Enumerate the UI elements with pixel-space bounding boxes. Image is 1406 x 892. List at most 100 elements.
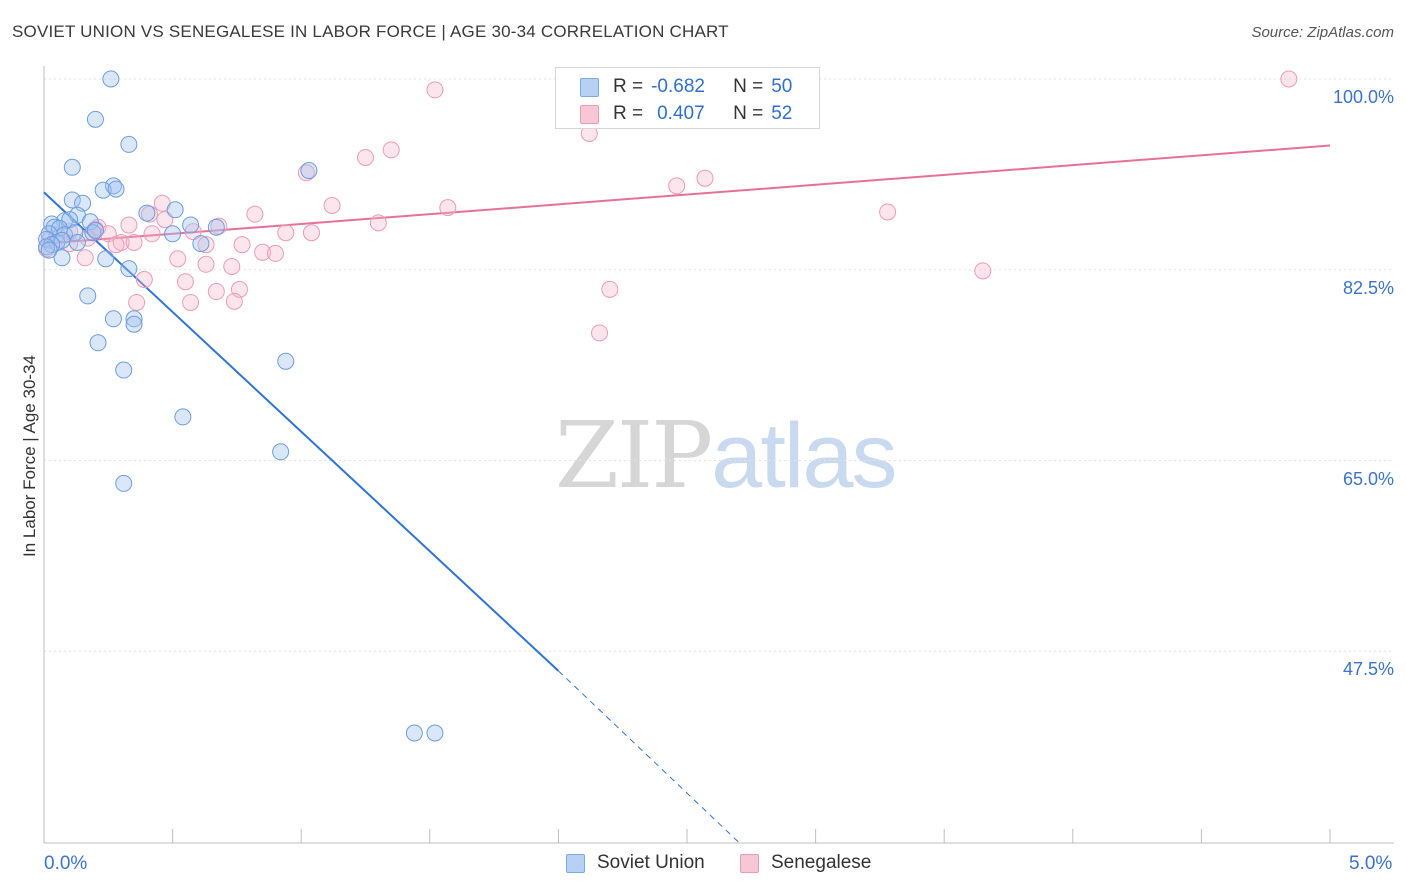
senegalese-point <box>1280 70 1298 88</box>
legend-swatch-soviet-union <box>566 853 585 873</box>
axes <box>43 66 1394 844</box>
legend-n-label: N = <box>733 103 764 124</box>
soviet-union-point <box>68 234 86 251</box>
x-tick-label-min: 0.0% <box>44 853 88 874</box>
senegalese-point <box>182 293 200 311</box>
soviet-union-point <box>182 216 200 234</box>
soviet-union-point <box>40 241 58 259</box>
soviet-union-point <box>94 181 112 199</box>
legend-label-senegalese: Senegalese <box>771 852 872 873</box>
soviet-union-point <box>207 218 225 236</box>
senegalese-point <box>225 292 243 310</box>
senegalese-point <box>169 250 187 268</box>
legend-label-soviet-union: Soviet Union <box>597 852 705 873</box>
senegalese-point <box>223 257 241 275</box>
grid-lines <box>44 78 1394 652</box>
y-tick-label: 47.5% <box>1342 659 1394 680</box>
senegalese-point <box>668 177 686 195</box>
soviet-union-trend-line <box>43 191 560 672</box>
senegalese-point <box>197 255 215 273</box>
senegalese-point <box>426 81 444 99</box>
soviet-union-point <box>104 177 122 195</box>
soviet-union-point <box>38 238 56 256</box>
legend-row-senegalese: R = 0.407 N = 52 <box>580 101 792 127</box>
legend-r-label: R = <box>613 103 644 124</box>
senegalese-point <box>246 205 264 223</box>
soviet-union-point <box>86 222 104 240</box>
senegalese-point <box>207 283 225 301</box>
soviet-union-point <box>426 724 444 742</box>
soviet-union-point <box>43 215 61 233</box>
senegalese-trend-line <box>43 144 1331 245</box>
senegalese-point <box>601 280 619 298</box>
soviet-union-point <box>63 191 81 209</box>
soviet-union-point <box>115 474 133 492</box>
senegalese-point <box>266 244 284 262</box>
soviet-union-point <box>120 135 138 153</box>
senegalese-point <box>135 271 153 289</box>
senegalese-point <box>254 243 272 261</box>
legend-n-value-soviet: 50 <box>771 76 793 97</box>
soviet-union-point <box>174 408 192 426</box>
senegalese-point <box>974 262 992 280</box>
chart-title: SOVIET UNION VS SENEGALESE IN LABOR FORC… <box>12 22 729 41</box>
soviet-union-point <box>166 201 184 219</box>
y-tick-label: 82.5% <box>1342 277 1394 298</box>
soviet-union-point <box>125 310 143 328</box>
soviet-union-point <box>120 260 138 278</box>
watermark-zip: ZIP <box>555 402 713 509</box>
soviet-union-point <box>79 287 97 305</box>
senegalese-point <box>76 249 94 267</box>
senegalese-point <box>125 234 143 251</box>
senegalese-point <box>233 236 251 254</box>
senegalese-point <box>176 273 194 291</box>
soviet-union-point <box>81 213 99 231</box>
stats-legend: R = -0.682 N = 50 R = 0.407 N = 52 <box>555 67 820 129</box>
legend-swatch-senegalese <box>580 104 599 124</box>
legend-swatch-senegalese <box>740 853 759 873</box>
senegalese-point <box>107 236 125 254</box>
soviet-union-point <box>277 352 295 370</box>
senegalese-point <box>143 225 161 243</box>
soviet-union-point <box>53 249 71 267</box>
soviet-union-point <box>63 158 81 176</box>
soviet-union-point <box>66 224 84 242</box>
soviet-union-trend-extension <box>558 670 739 843</box>
soviet-union-point <box>272 443 290 461</box>
soviet-union-point <box>125 315 143 333</box>
senegalese-point <box>277 224 295 242</box>
legend-r-label: R = <box>613 76 644 97</box>
watermark: ZIPatlas <box>555 402 898 509</box>
legend-r-value-senegalese: 0.407 <box>657 103 705 124</box>
legend-swatch-soviet <box>580 77 599 97</box>
legend-n-label: N = <box>733 76 764 97</box>
senegalese-point <box>156 211 174 229</box>
soviet-union-point <box>164 225 182 243</box>
senegalese-point <box>382 141 400 159</box>
legend-item-senegalese: Senegalese <box>740 852 871 874</box>
senegalese-point <box>323 196 341 214</box>
legend-row-soviet: R = -0.682 N = 50 <box>580 74 792 100</box>
source-credit: Source: ZipAtlas.com <box>1251 24 1394 41</box>
soviet-union-point <box>102 70 120 88</box>
y-tick-label: 100.0% <box>1332 87 1394 107</box>
legend-item-soviet-union: Soviet Union <box>566 852 705 874</box>
soviet-union-point <box>86 110 104 128</box>
soviet-union-point <box>89 334 107 352</box>
legend-n-value-senegalese: 52 <box>771 103 793 124</box>
senegalese-point <box>439 199 457 217</box>
senegalese-point <box>696 169 714 187</box>
soviet-union-point <box>300 162 318 180</box>
senegalese-point <box>302 224 320 242</box>
senegalese-point <box>297 164 315 182</box>
series-legend: Soviet Union Senegalese <box>0 852 1406 878</box>
soviet-union-point <box>107 180 125 198</box>
senegalese-point <box>120 216 138 234</box>
soviet-union-point <box>84 224 102 242</box>
soviet-union-point <box>97 250 115 268</box>
soviet-union-point <box>115 361 133 379</box>
soviet-union-point <box>138 204 156 222</box>
x-tick-label-max: 5.0% <box>1349 853 1393 874</box>
data-points <box>38 70 1298 742</box>
